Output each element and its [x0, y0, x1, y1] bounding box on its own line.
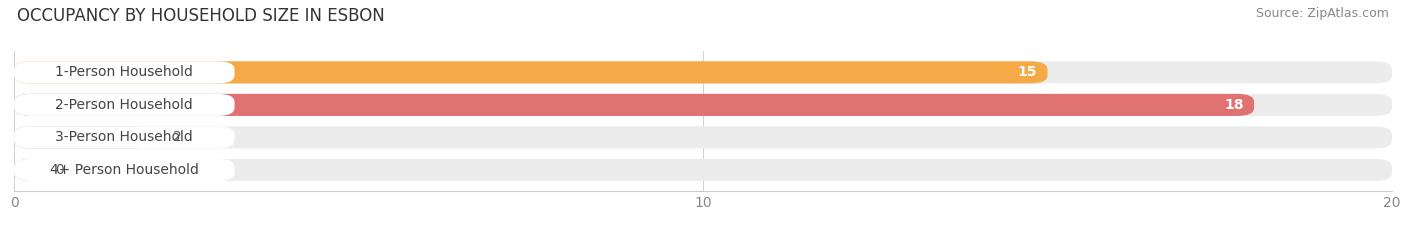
Text: Source: ZipAtlas.com: Source: ZipAtlas.com	[1256, 7, 1389, 20]
Text: OCCUPANCY BY HOUSEHOLD SIZE IN ESBON: OCCUPANCY BY HOUSEHOLD SIZE IN ESBON	[17, 7, 385, 25]
Text: 2: 2	[173, 130, 181, 144]
FancyBboxPatch shape	[14, 94, 1254, 116]
FancyBboxPatch shape	[14, 61, 1392, 83]
Text: 15: 15	[1018, 65, 1038, 79]
FancyBboxPatch shape	[14, 126, 1392, 148]
Text: 2-Person Household: 2-Person Household	[55, 98, 193, 112]
Text: 3-Person Household: 3-Person Household	[55, 130, 193, 144]
FancyBboxPatch shape	[14, 159, 235, 181]
FancyBboxPatch shape	[14, 159, 1392, 181]
FancyBboxPatch shape	[14, 126, 235, 148]
Text: 4+ Person Household: 4+ Person Household	[49, 163, 198, 177]
FancyBboxPatch shape	[14, 159, 42, 181]
FancyBboxPatch shape	[14, 94, 1392, 116]
Text: 0: 0	[55, 163, 65, 177]
FancyBboxPatch shape	[14, 94, 235, 116]
Text: 1-Person Household: 1-Person Household	[55, 65, 193, 79]
FancyBboxPatch shape	[14, 61, 235, 83]
FancyBboxPatch shape	[14, 61, 1047, 83]
FancyBboxPatch shape	[14, 126, 152, 148]
Text: 18: 18	[1225, 98, 1244, 112]
